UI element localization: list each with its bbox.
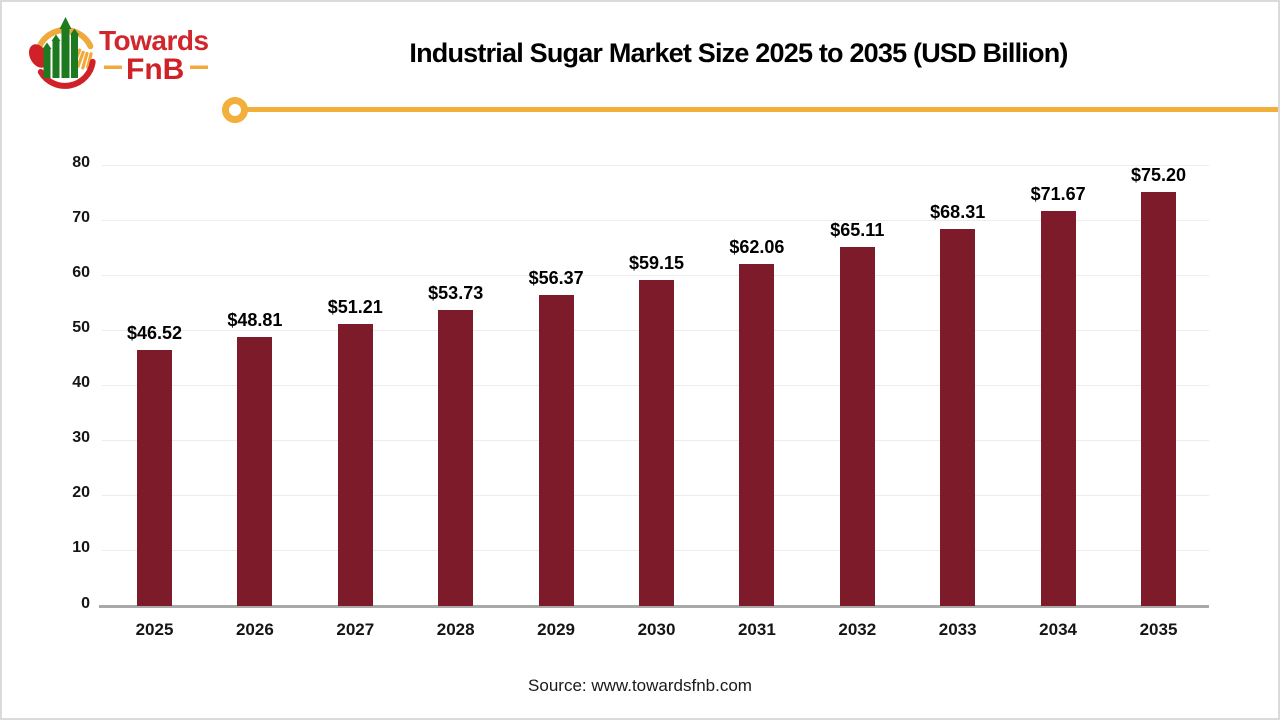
bar-2027 (337, 323, 373, 606)
bar-2032 (839, 247, 875, 606)
divider-line (246, 107, 1278, 112)
x-tick-label-2032: 2032 (838, 620, 877, 639)
divider-ring-icon (222, 97, 248, 123)
bar-2033 (940, 229, 976, 606)
x-tick-label-2030: 2030 (637, 620, 676, 639)
value-label-2028: $53.73 (428, 282, 484, 303)
logo-word-towards: Towards (99, 25, 209, 56)
value-label-2030: $59.15 (628, 252, 685, 273)
x-tick-label-2025: 2025 (135, 620, 174, 639)
value-label-2027: $51.21 (327, 296, 383, 317)
bar-2035 (1141, 191, 1176, 606)
value-label-2035: $75.20 (1130, 164, 1187, 185)
value-label-2026: $48.81 (227, 309, 283, 330)
x-tick-label-2028: 2028 (436, 620, 475, 639)
bar-2029 (538, 295, 574, 606)
gridline-70 (102, 219, 1209, 221)
y-tick-label-40: 40 (72, 374, 90, 391)
y-tick-label-30: 30 (72, 429, 90, 447)
y-tick-label-0: 0 (81, 594, 90, 612)
logo-dash-left (104, 65, 122, 69)
y-tick-label-50: 50 (72, 318, 90, 336)
x-axis-line (99, 604, 1209, 608)
y-tick-label-10: 10 (72, 539, 90, 557)
spoon-icon (28, 44, 49, 68)
y-tick-label-80: 80 (72, 153, 90, 171)
y-tick-label-20: 20 (72, 484, 90, 502)
logo-dash-right (190, 65, 208, 69)
x-tick-label-2029: 2029 (537, 620, 575, 639)
bar-2031 (739, 263, 775, 606)
bar-2028 (438, 309, 474, 606)
x-tick-label-2033: 2033 (938, 620, 977, 639)
value-label-2025: $46.52 (126, 322, 183, 343)
logo-arc-red (37, 58, 96, 89)
x-tick-label-2026: 2026 (235, 620, 274, 639)
growth-bars-icon (42, 17, 79, 78)
x-tick-label-2031: 2031 (737, 620, 776, 639)
towardsfnb-logo: Towards FnB (28, 17, 209, 89)
value-label-2029: $56.37 (528, 268, 584, 289)
gridline-60 (102, 274, 1209, 276)
value-label-2031: $62.06 (729, 236, 785, 257)
value-label-2033: $68.31 (930, 202, 986, 223)
chart-title: Industrial Sugar Market Size 2025 to 203… (409, 38, 1068, 68)
logo-word-fnb: FnB (126, 53, 184, 86)
bar-2034 (1040, 210, 1076, 606)
y-tick-label-60: 60 (72, 263, 90, 281)
x-tick-label-2027: 2027 (336, 620, 375, 639)
bar-2030 (639, 279, 674, 606)
gridline-80 (102, 164, 1209, 166)
x-tick-label-2035: 2035 (1139, 620, 1178, 639)
source-text: Source: www.towardsfnb.com (528, 676, 752, 695)
x-tick-label-2034: 2034 (1039, 620, 1077, 639)
bar-2025 (137, 349, 172, 606)
value-label-2034: $71.67 (1030, 183, 1086, 204)
value-label-2032: $65.11 (830, 220, 885, 241)
bar-2026 (237, 336, 273, 606)
y-tick-label-70: 70 (72, 208, 90, 226)
